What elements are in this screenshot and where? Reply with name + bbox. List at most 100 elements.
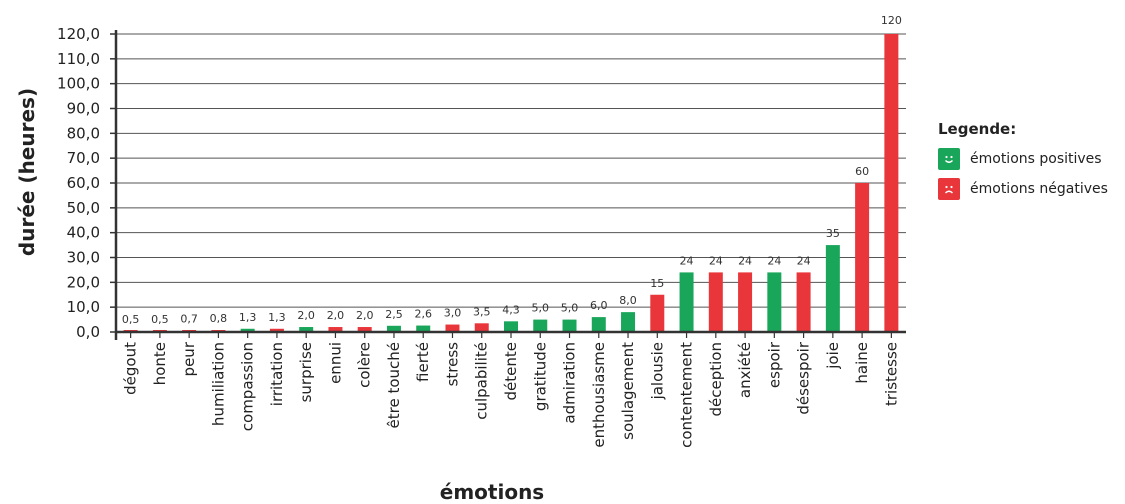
y-tick-label: 100,0 <box>57 75 100 93</box>
x-tick-label: fierté <box>414 342 432 382</box>
y-axis-title: durée (heures) <box>15 88 39 256</box>
y-tick-label: 20,0 <box>67 273 100 291</box>
y-tick-label: 50,0 <box>67 199 100 217</box>
legend-label-positive: émotions positives <box>970 151 1102 167</box>
bar-17 <box>591 317 606 332</box>
x-tick-label: dégout <box>122 342 140 395</box>
x-tick-label: anxiété <box>736 342 754 398</box>
x-tick-label: humiliation <box>209 342 227 426</box>
bar-15 <box>533 319 548 332</box>
y-tick-label: 120,0 <box>57 25 100 43</box>
data-label: 15 <box>650 277 664 290</box>
y-tick-label: 90,0 <box>67 100 100 118</box>
x-tick-label: enthousiasme <box>590 342 608 448</box>
data-label: 120 <box>881 14 902 27</box>
bar-21 <box>708 272 723 332</box>
x-tick-label: jalousie <box>648 342 666 400</box>
bar-8 <box>328 327 343 332</box>
legend-title: Legende: <box>938 120 1017 138</box>
y-tick-label: 110,0 <box>57 50 100 68</box>
bar-12 <box>445 324 460 332</box>
x-tick-label: joie <box>824 342 842 370</box>
x-tick-label: colère <box>356 342 374 388</box>
data-label: 1,3 <box>239 311 257 324</box>
data-label: 6,0 <box>590 299 608 312</box>
data-label: 0,7 <box>180 312 198 325</box>
y-tick-label: 30,0 <box>67 249 100 267</box>
data-label: 8,0 <box>619 294 637 307</box>
data-label: 2,0 <box>356 309 374 322</box>
grid <box>116 33 906 308</box>
bar-7 <box>299 327 314 332</box>
bar-14 <box>504 321 518 332</box>
data-label: 2,5 <box>385 308 403 321</box>
legend-item-positive: émotions positives <box>938 148 1108 170</box>
bar-20 <box>679 272 694 332</box>
data-label: 24 <box>709 254 723 267</box>
y-tick-label: 40,0 <box>67 224 100 242</box>
bar-25 <box>825 245 840 332</box>
legend: Legende: émotions positives émotions nég… <box>938 120 1108 208</box>
x-tick-label: contentement <box>678 342 696 448</box>
data-label: 3,0 <box>444 307 462 320</box>
x-axis-title: émotions <box>440 480 544 504</box>
bar-11 <box>416 325 431 332</box>
bar-18 <box>621 312 636 332</box>
bar-9 <box>357 327 372 332</box>
y-tick-label: 60,0 <box>67 174 100 192</box>
data-label: 5,0 <box>532 302 550 315</box>
x-tick-label: ennui <box>326 342 344 384</box>
data-label: 0,5 <box>122 313 140 326</box>
data-label: 24 <box>767 254 781 267</box>
data-label: 2,0 <box>327 309 345 322</box>
y-tick-label: 80,0 <box>67 124 100 142</box>
data-label: 0,8 <box>210 312 228 325</box>
y-tick-label: 10,0 <box>67 298 100 316</box>
data-label: 4,3 <box>502 303 520 316</box>
data-label: 1,3 <box>268 311 286 324</box>
data-label: 0,5 <box>151 313 169 326</box>
x-tick-label: tristesse <box>882 342 900 406</box>
data-label: 24 <box>738 254 752 267</box>
x-tick-label: espoir <box>765 341 783 388</box>
x-tick-label: peur <box>180 341 198 376</box>
smiley-icon <box>938 148 960 170</box>
bar-19 <box>650 294 665 332</box>
x-tick-label: honte <box>151 342 169 385</box>
x-tick-label: compassion <box>239 342 257 431</box>
bar-10 <box>386 325 401 332</box>
x-tick-label: soulagement <box>619 342 637 440</box>
data-label: 35 <box>826 227 840 240</box>
data-label: 5,0 <box>561 302 579 315</box>
data-label: 24 <box>680 254 694 267</box>
bar-27 <box>884 34 899 332</box>
x-tick-label: gratitude <box>531 342 549 411</box>
x-tick-label: surprise <box>297 342 315 402</box>
data-label: 3,5 <box>473 305 491 318</box>
x-tick-label: désespoir <box>795 341 813 414</box>
data-label: 60 <box>855 165 869 178</box>
x-tick-label: irritation <box>268 342 286 406</box>
x-tick-label: haine <box>853 342 871 384</box>
data-label: 2,0 <box>297 309 315 322</box>
bar-24 <box>796 272 811 332</box>
x-tick-label: déception <box>707 342 725 416</box>
x-tick-label: détente <box>502 342 520 400</box>
bar-13 <box>474 323 489 332</box>
axes <box>110 30 906 340</box>
sad-face-icon <box>938 178 960 200</box>
bar-5 <box>240 328 255 332</box>
data-label: 24 <box>797 254 811 267</box>
data-label: 2,6 <box>414 308 432 321</box>
labels: 0,0 10,0 20,0 30,0 40,0 50,0 60,0 70,0 80,0 90,0 1… <box>57 14 902 448</box>
legend-label-negative: émotions négatives <box>970 181 1108 197</box>
bar-26 <box>855 183 870 332</box>
bar-16 <box>562 319 577 332</box>
bar-6 <box>269 328 284 332</box>
y-tick-label: 70,0 <box>67 149 100 167</box>
x-tick-label: culpabilité <box>473 342 491 420</box>
y-tick-label: 0,0 <box>76 323 100 341</box>
legend-item-negative: émotions négatives <box>938 178 1108 200</box>
x-tick-label: admiration <box>561 342 579 424</box>
